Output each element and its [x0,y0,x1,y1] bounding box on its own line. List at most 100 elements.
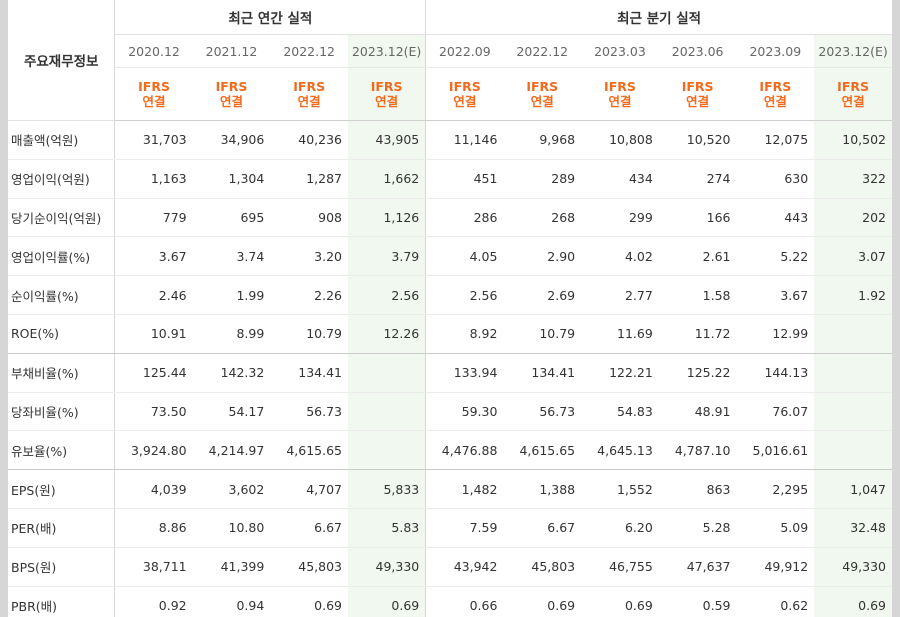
metric-value: 1.58 [658,275,737,315]
accounting-standard-header: IFRS 연결 [348,67,427,121]
metric-value: 8.92 [425,314,504,354]
metric-value: 11,146 [425,120,504,160]
metric-value: 41,399 [192,547,271,587]
metric-value: 1,662 [348,159,427,199]
table-row: BPS(원) 38,711 41,399 45,803 49,330 43,942 45,8… [8,547,892,587]
metric-value [814,430,892,471]
consolidated-label: 연결 [219,94,243,109]
metric-value: 3,924.80 [114,430,193,471]
metric-value: 4,615.65 [503,430,582,471]
metric-value: 322 [814,159,892,199]
table-row: 당좌비율(%) 73.50 54.17 56.73 59.30 56.73 54.83 48.… [8,392,892,432]
metric-value [348,392,427,432]
metric-value: 2.56 [425,275,504,315]
metric-value: 12.99 [736,314,815,354]
consolidated-label: 연결 [841,94,865,109]
metric-label: BPS(원) [8,547,116,587]
metric-value [814,353,892,393]
annual-group-title: 최근 연간 실적 [114,0,427,35]
metric-value: 4.02 [581,236,659,277]
metric-value: 59.30 [425,392,504,432]
metric-label: 순이익률(%) [8,275,116,315]
consolidated-label: 연결 [763,94,787,109]
metric-label: 영업이익(억원) [8,159,116,199]
metric-value: 54.17 [192,392,271,432]
metric-value: 5.28 [658,508,737,548]
metric-value: 0.92 [114,586,193,617]
table-row: ROE(%) 10.91 8.99 10.79 12.26 8.92 10.79 11.69 1… [8,314,892,354]
metric-label: ROE(%) [8,314,116,354]
metric-value: 4,214.97 [192,430,271,471]
metric-value: 3.07 [814,236,892,277]
accounting-standard-header: IFRS 연결 [425,67,504,121]
metric-value: 2.46 [114,275,193,315]
ifrs-label: IFRS [138,79,170,94]
table-row: 당기순이익(억원) 779 695 908 1,126 286 268 299 166 443 20… [8,198,892,238]
metric-value: 3,602 [192,469,271,509]
metric-value: 49,330 [814,547,892,587]
metric-value: 451 [425,159,504,199]
metric-value: 4,707 [270,469,349,509]
metric-label: 부채비율(%) [8,353,116,393]
table-row: 영업이익률(%) 3.67 3.74 3.20 3.79 4.05 2.90 4.02 2.61… [8,236,892,277]
metric-value: 0.69 [814,586,892,617]
metric-value: 3.20 [270,236,349,277]
metric-value: 443 [736,198,815,238]
metric-value: 11.69 [581,314,659,354]
metric-value: 10.79 [270,314,349,354]
metric-value: 125.22 [658,353,737,393]
metric-value: 1,552 [581,469,659,509]
consolidated-label: 연결 [453,94,477,109]
metric-value: 10.79 [503,314,582,354]
period-header: 2022.12 [270,34,349,68]
metric-value: 10.80 [192,508,271,548]
metric-label: PBR(배) [8,586,116,617]
ifrs-label: IFRS [681,79,714,94]
metric-value [348,430,427,471]
metric-value: 12.26 [348,314,427,354]
quarterly-group-title: 최근 분기 실적 [425,0,892,35]
financial-summary-panel: 주요재무정보 최근 연간 실적 최근 분기 실적 2020.12 2021.12 2… [8,0,892,617]
metric-value: 4.05 [425,236,504,277]
accounting-standard-header: IFRS 연결 [192,67,271,121]
metric-value: 4,645.13 [581,430,659,471]
metric-value: 0.69 [348,586,427,617]
period-header: 2022.09 [425,34,504,68]
metric-label: 당기순이익(억원) [8,198,116,238]
period-header: 2023.06 [658,34,737,68]
period-header: 2023.09 [736,34,815,68]
metric-value: 122.21 [581,353,659,393]
metric-value: 49,912 [736,547,815,587]
metric-value: 43,942 [425,547,504,587]
metric-value: 6.67 [270,508,349,548]
metric-value: 5.83 [348,508,427,548]
metric-label: EPS(원) [8,469,116,509]
metric-value: 863 [658,469,737,509]
consolidated-label: 연결 [297,94,321,109]
accounting-standard-header: IFRS 연결 [114,67,193,121]
metric-value: 10,520 [658,120,737,160]
metric-value: 5,833 [348,469,427,509]
metric-value: 2.77 [581,275,659,315]
ifrs-label: IFRS [837,79,869,94]
metric-value: 5.09 [736,508,815,548]
metric-value: 2.69 [503,275,582,315]
accounting-standard-header: IFRS 연결 [736,67,815,121]
metric-value: 8.86 [114,508,193,548]
metric-value: 4,615.65 [270,430,349,471]
financial-table: 주요재무정보 최근 연간 실적 최근 분기 실적 2020.12 2021.12 2… [8,0,892,617]
metric-value: 1,304 [192,159,271,199]
metric-value [348,353,427,393]
metric-value: 6.67 [503,508,582,548]
metric-value: 133.94 [425,353,504,393]
metric-value: 268 [503,198,582,238]
metric-value [814,392,892,432]
consolidated-label: 연결 [142,94,166,109]
metric-value: 56.73 [503,392,582,432]
accounting-standard-header: IFRS 연결 [270,67,349,121]
metric-value: 289 [503,159,582,199]
ifrs-label: IFRS [759,79,792,94]
metric-value: 3.74 [192,236,271,277]
metric-value: 73.50 [114,392,193,432]
metric-value: 38,711 [114,547,193,587]
